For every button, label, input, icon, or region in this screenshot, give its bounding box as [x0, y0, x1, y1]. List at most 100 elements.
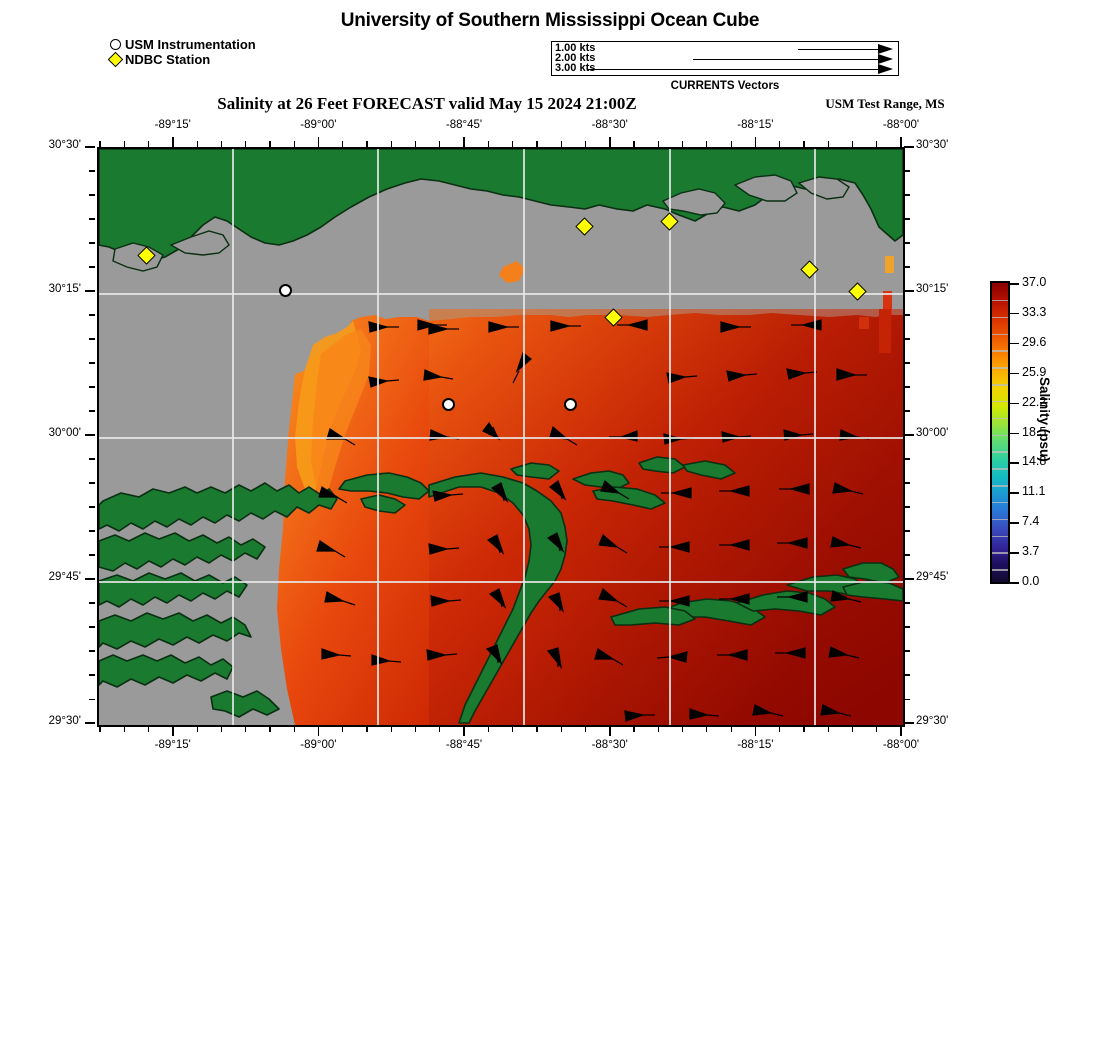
colorbar-band-separator: [992, 316, 1008, 319]
axis-label-lat: 29°45': [916, 571, 949, 583]
vector-arrow: [777, 537, 808, 549]
axis-major-tick-lon: [900, 725, 902, 736]
usm-instrumentation-marker[interactable]: [441, 397, 455, 411]
vector-arrow: [720, 321, 751, 333]
vector-arrow: [324, 591, 356, 606]
axis-minor-tick-lon: [245, 141, 247, 147]
usm-instrumentation-marker[interactable]: [563, 397, 577, 411]
colorbar-tick-label: 0.0: [1022, 574, 1040, 588]
colorbar-band-separator: [992, 400, 1008, 403]
axis-minor-tick-lon: [512, 141, 514, 147]
axis-minor-tick-lon: [123, 141, 125, 147]
axis-minor-tick-lon: [851, 725, 854, 732]
axis-label-lat: 30°30': [48, 139, 81, 151]
vector-arrowhead-2: [878, 54, 893, 64]
map-canvas[interactable]: [99, 149, 903, 725]
map-plot-area[interactable]: [97, 147, 905, 727]
colorbar-axis-title: Salinity (psu): [1037, 377, 1052, 462]
colorbar-band-separator: [992, 333, 1008, 335]
vector-arrow: [488, 321, 519, 333]
vector-legend-label-3: 3.00 kts: [555, 62, 596, 74]
axis-major-tick-lon: [608, 137, 611, 147]
gridline-lat-30-15: [99, 293, 903, 295]
colorbar-tick: [1010, 522, 1019, 524]
diamond-marker-icon: [107, 51, 124, 68]
colorbar-band-separator: [992, 434, 1008, 436]
axis-major-tick-lat: [903, 722, 914, 724]
vector-arrow: [752, 704, 784, 717]
vector-arrow: [546, 532, 565, 553]
axis-minor-tick-lon: [147, 725, 150, 732]
axis-minor-tick-lon: [803, 725, 805, 732]
axis-minor-tick-lat: [89, 314, 95, 316]
axis-minor-tick-lon: [682, 141, 684, 147]
axis-major-tick-lat: [903, 578, 914, 580]
axis-minor-tick-lat: [903, 218, 910, 220]
vector-arrow: [830, 536, 862, 549]
salinity-plume-fresh-core: [311, 329, 371, 495]
axis-minor-tick-lat: [89, 170, 95, 172]
axis-minor-tick-lat: [903, 314, 910, 316]
axis-minor-tick-lon: [827, 725, 829, 732]
axis-minor-tick-lat: [89, 242, 95, 244]
axis-major-tick-lat: [85, 146, 95, 148]
axis-minor-tick-lat: [903, 554, 910, 556]
axis-label-lat: 30°15': [916, 283, 949, 295]
axis-minor-tick-lon: [99, 725, 101, 732]
colorbar-band-separator: [992, 535, 1008, 537]
axis-minor-tick-lat: [89, 554, 95, 556]
colorbar-tick-label: 3.7: [1022, 544, 1040, 559]
colorbar-tick-label: 18.5: [1022, 424, 1047, 439]
colorbar-band-separator: [992, 384, 1008, 386]
axis-minor-tick-lat: [903, 410, 910, 412]
axis-minor-tick-lon: [390, 141, 392, 147]
axis-minor-tick-lon: [439, 725, 441, 732]
vector-arrow: [600, 479, 630, 500]
colorbar-tick: [1010, 402, 1019, 405]
vector-arrow: [423, 369, 454, 381]
axis-label-lon: -88°15': [737, 739, 774, 751]
axis-minor-tick-lon: [706, 141, 708, 147]
axis-label-lat: 29°45': [48, 571, 81, 583]
legend-label-usm-instrumentation: USM Instrumentation: [125, 37, 256, 52]
colorbar-band-separator: [992, 518, 1008, 521]
colorbar-band-separator: [992, 569, 1008, 571]
bay-water-patches: [112, 174, 850, 272]
vector-arrow: [791, 319, 822, 331]
vector-shaft-3: [588, 69, 878, 71]
colorbar-band-separator: [992, 451, 1008, 453]
salinity-pixel-orange: [885, 256, 894, 273]
axis-minor-tick-lon: [366, 725, 368, 732]
axis-label-lon: -88°30': [591, 739, 628, 751]
colorbar-gradient: [990, 281, 1010, 584]
axis-label-lat: 29°30': [48, 715, 81, 727]
axis-minor-tick-lon: [220, 141, 222, 147]
axis-minor-tick-lat: [903, 482, 910, 484]
vector-arrow: [775, 647, 806, 659]
axis-minor-tick-lon: [876, 725, 878, 732]
axis-minor-tick-lat: [89, 458, 95, 460]
axis-minor-tick-lon: [560, 141, 562, 147]
axis-minor-tick-lon: [851, 141, 854, 147]
legend-item-usm-instrumentation: USM Instrumentation: [110, 37, 256, 52]
axis-minor-tick-lon: [293, 725, 295, 732]
vector-legend-row-2: 2.00 kts: [552, 53, 898, 65]
vector-arrow: [550, 320, 581, 332]
axis-minor-tick-lat: [89, 626, 95, 628]
vector-arrow: [717, 649, 748, 661]
axis-major-tick-lat: [903, 434, 914, 436]
axis-minor-tick-lat: [903, 530, 910, 532]
colorbar-tick: [1010, 342, 1019, 345]
axis-minor-tick-lat: [903, 602, 910, 604]
vector-arrow: [617, 319, 648, 331]
axis-label-lon: -89°15': [154, 739, 191, 751]
axis-minor-tick-lat: [89, 266, 95, 268]
vector-arrow: [830, 590, 862, 603]
axis-major-tick-lon: [754, 725, 757, 736]
usm-instrumentation-marker[interactable]: [278, 283, 292, 297]
axis-major-tick-lon: [317, 725, 320, 736]
vector-arrow: [624, 710, 655, 722]
axis-minor-tick-lat: [89, 506, 95, 508]
vector-arrow: [656, 651, 688, 663]
axis-major-tick-lat: [85, 434, 95, 436]
